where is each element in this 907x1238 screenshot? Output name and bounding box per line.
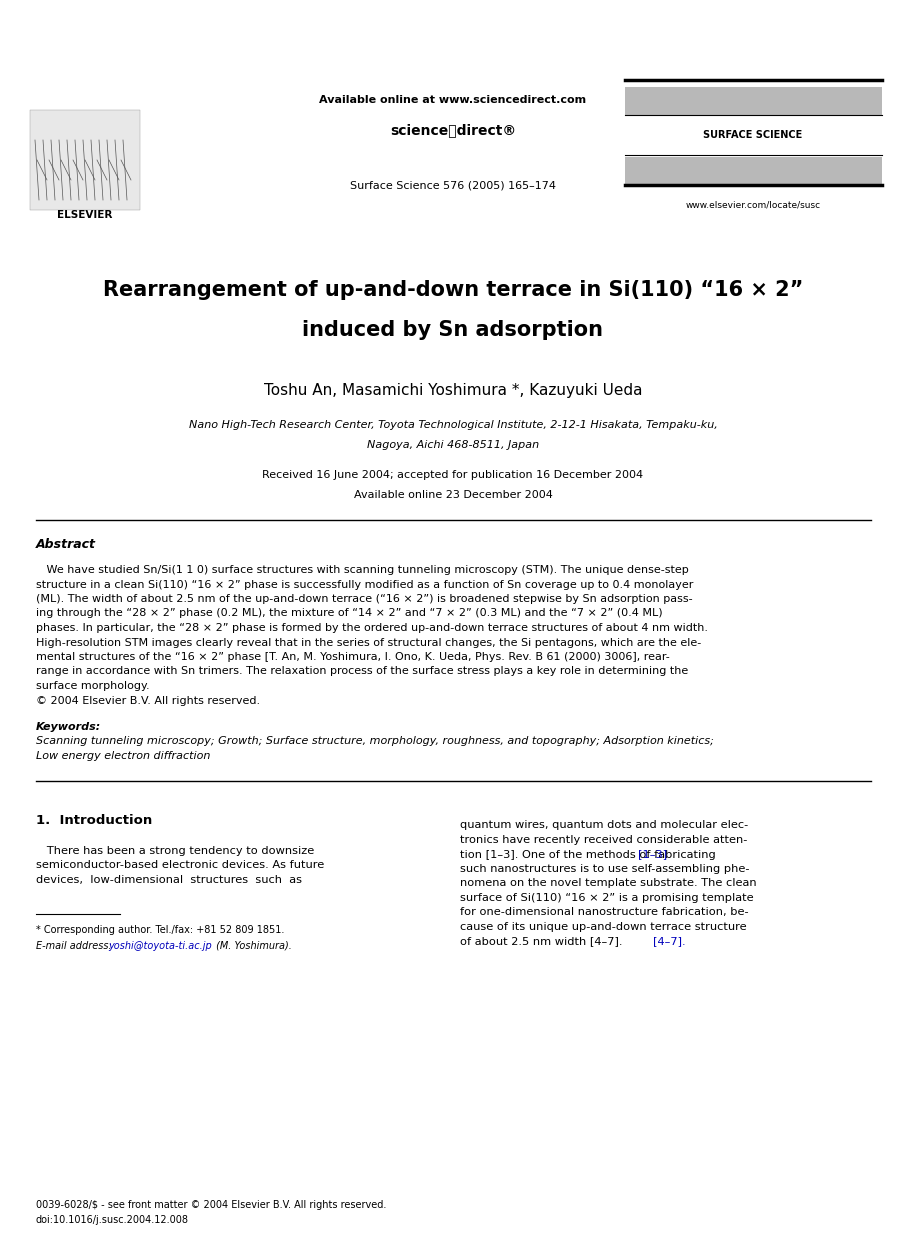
Text: doi:10.1016/j.susc.2004.12.008: doi:10.1016/j.susc.2004.12.008 [36,1214,189,1224]
Text: mental structures of the “16 × 2” phase [T. An, M. Yoshimura, I. Ono, K. Ueda, P: mental structures of the “16 × 2” phase … [36,652,669,662]
Text: Rearrangement of up-and-down terrace in Si(110) “16 × 2”: Rearrangement of up-and-down terrace in … [102,280,804,300]
Text: nomena on the novel template substrate. The clean: nomena on the novel template substrate. … [460,879,756,889]
Text: (ML). The width of about 2.5 nm of the up-and-down terrace (“16 × 2”) is broaden: (ML). The width of about 2.5 nm of the u… [36,594,693,604]
Text: [1–3]: [1–3] [638,849,667,859]
Text: for one-dimensional nanostructure fabrication, be-: for one-dimensional nanostructure fabric… [460,907,748,917]
Text: induced by Sn adsorption: induced by Sn adsorption [303,319,603,340]
Text: Surface Science 576 (2005) 165–174: Surface Science 576 (2005) 165–174 [350,180,556,189]
FancyBboxPatch shape [30,110,140,210]
Text: yoshi@toyota-ti.ac.jp: yoshi@toyota-ti.ac.jp [108,941,211,951]
Text: High-resolution STM images clearly reveal that in the series of structural chang: High-resolution STM images clearly revea… [36,638,701,647]
Text: semiconductor-based electronic devices. As future: semiconductor-based electronic devices. … [36,860,324,870]
Text: E-mail address:: E-mail address: [36,941,115,951]
FancyBboxPatch shape [625,157,882,184]
Text: phases. In particular, the “28 × 2” phase is formed by the ordered up-and-down t: phases. In particular, the “28 × 2” phas… [36,623,708,633]
Text: surface morphology.: surface morphology. [36,681,150,691]
Text: © 2004 Elsevier B.V. All rights reserved.: © 2004 Elsevier B.V. All rights reserved… [36,696,260,706]
Text: There has been a strong tendency to downsize: There has been a strong tendency to down… [36,846,314,855]
Text: Nano High-Tech Research Center, Toyota Technological Institute, 2-12-1 Hisakata,: Nano High-Tech Research Center, Toyota T… [189,420,717,430]
Text: Scanning tunneling microscopy; Growth; Surface structure, morphology, roughness,: Scanning tunneling microscopy; Growth; S… [36,737,714,747]
Text: Keywords:: Keywords: [36,722,102,732]
Text: SURFACE SCIENCE: SURFACE SCIENCE [703,130,803,140]
Text: Available online 23 December 2004: Available online 23 December 2004 [354,490,552,500]
Text: Abstract: Abstract [36,539,96,551]
Text: such nanostructures is to use self-assembling phe-: such nanostructures is to use self-assem… [460,864,749,874]
Text: Nagoya, Aichi 468-8511, Japan: Nagoya, Aichi 468-8511, Japan [367,439,539,449]
Text: [4–7].: [4–7]. [653,936,686,947]
Text: www.elsevier.com/locate/susc: www.elsevier.com/locate/susc [686,201,821,209]
Text: structure in a clean Si(110) “16 × 2” phase is successfully modified as a functi: structure in a clean Si(110) “16 × 2” ph… [36,579,693,589]
Text: surface of Si(110) “16 × 2” is a promising template: surface of Si(110) “16 × 2” is a promisi… [460,893,754,903]
Text: ing through the “28 × 2” phase (0.2 ML), the mixture of “14 × 2” and “7 × 2” (0.: ing through the “28 × 2” phase (0.2 ML),… [36,609,663,619]
Text: tronics have recently received considerable atten-: tronics have recently received considera… [460,834,747,846]
Text: quantum wires, quantum dots and molecular elec-: quantum wires, quantum dots and molecula… [460,821,748,831]
Text: tion [1–3]. One of the methods of fabricating: tion [1–3]. One of the methods of fabric… [460,849,716,859]
Text: Available online at www.sciencedirect.com: Available online at www.sciencedirect.co… [319,95,587,105]
Text: We have studied Sn/Si(1 1 0) surface structures with scanning tunneling microsco: We have studied Sn/Si(1 1 0) surface str… [36,565,688,574]
Text: 0039-6028/$ - see front matter © 2004 Elsevier B.V. All rights reserved.: 0039-6028/$ - see front matter © 2004 El… [36,1200,386,1210]
Text: Received 16 June 2004; accepted for publication 16 December 2004: Received 16 June 2004; accepted for publ… [262,470,644,480]
Text: Toshu An, Masamichi Yoshimura *, Kazuyuki Ueda: Toshu An, Masamichi Yoshimura *, Kazuyuk… [264,383,642,397]
Text: scienceⓓdirect®: scienceⓓdirect® [390,123,516,137]
Text: cause of its unique up-and-down terrace structure: cause of its unique up-and-down terrace … [460,922,746,932]
Text: of about 2.5 nm width [4–7].: of about 2.5 nm width [4–7]. [460,936,622,947]
Text: devices,  low-dimensional  structures  such  as: devices, low-dimensional structures such… [36,874,302,884]
Text: * Corresponding author. Tel./fax: +81 52 809 1851.: * Corresponding author. Tel./fax: +81 52… [36,925,285,935]
Text: range in accordance with Sn trimers. The relaxation process of the surface stres: range in accordance with Sn trimers. The… [36,666,688,676]
Text: ELSEVIER: ELSEVIER [57,210,112,220]
Text: Low energy electron diffraction: Low energy electron diffraction [36,751,210,761]
Text: (M. Yoshimura).: (M. Yoshimura). [213,941,292,951]
Text: 1.  Introduction: 1. Introduction [36,815,152,827]
FancyBboxPatch shape [625,87,882,115]
